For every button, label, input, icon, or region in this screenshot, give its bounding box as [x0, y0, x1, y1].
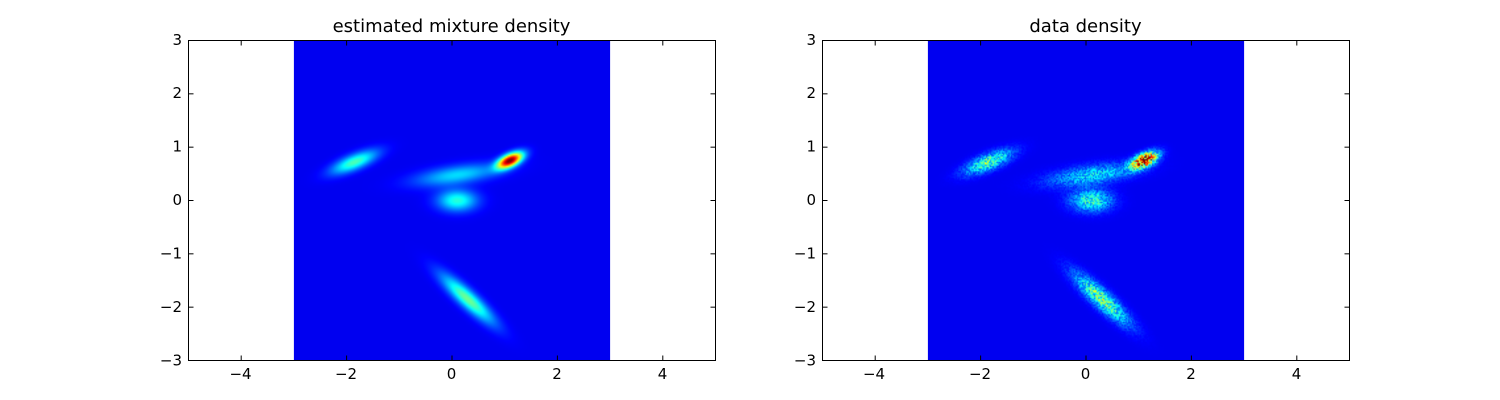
density-heatmap [927, 40, 1245, 361]
x-tick-label: 0 [447, 365, 457, 383]
y-tick-label: −2 [160, 298, 182, 316]
y-tick-label: −1 [794, 245, 816, 263]
y-tick-label: −2 [794, 298, 816, 316]
y-tick-label: −3 [794, 352, 816, 370]
x-tick-label: 4 [1292, 365, 1302, 383]
x-tick-label: −2 [969, 365, 991, 383]
x-tick-label: 4 [658, 365, 668, 383]
y-tick-label: −1 [160, 245, 182, 263]
x-tick-label: −4 [229, 365, 251, 383]
x-tick-label: 2 [552, 365, 562, 383]
y-tick-label: 3 [806, 31, 816, 49]
x-tick-labels: −4 −2 0 2 4 [863, 365, 1301, 383]
panel-title: data density [1029, 16, 1142, 37]
y-tick-label: 1 [806, 138, 816, 156]
x-tick-labels: −4 −2 0 2 4 [229, 365, 667, 383]
density-heatmap [293, 40, 611, 361]
x-tick-label: 2 [1186, 365, 1196, 383]
panel-title: estimated mixture density [333, 16, 571, 37]
y-tick-labels: −3 −2 −1 0 1 2 3 [160, 31, 182, 370]
y-tick-label: 1 [172, 138, 182, 156]
y-tick-label: 0 [172, 191, 182, 209]
axis-ticks [188, 40, 716, 361]
y-tick-label: 0 [806, 191, 816, 209]
axis-ticks [822, 40, 1350, 361]
y-tick-label: 3 [172, 31, 182, 49]
y-tick-labels: −3 −2 −1 0 1 2 3 [794, 31, 816, 370]
y-tick-label: 2 [172, 84, 182, 102]
chart-panel-data: data density −4 −2 0 2 4 −3 −2 −1 0 1 2 … [794, 16, 1350, 383]
x-tick-label: −4 [863, 365, 885, 383]
y-tick-label: −3 [160, 352, 182, 370]
y-tick-label: 2 [806, 84, 816, 102]
chart-panel-estimated: estimated mixture density −4 −2 0 2 4 −3… [160, 16, 716, 383]
x-tick-label: −2 [335, 365, 357, 383]
x-tick-label: 0 [1081, 365, 1091, 383]
